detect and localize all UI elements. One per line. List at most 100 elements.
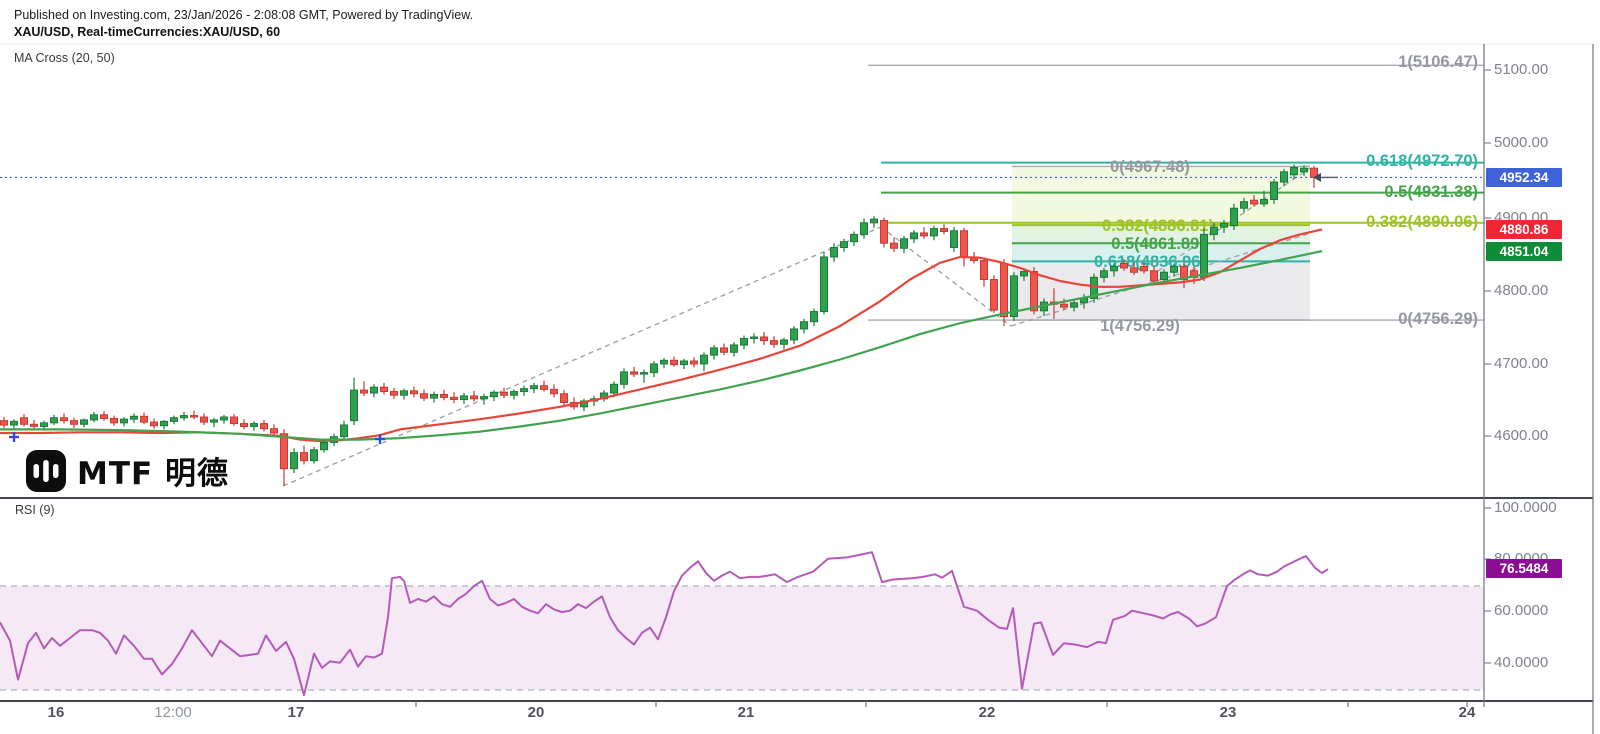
candle-body: [1260, 198, 1268, 205]
candle-body: [230, 416, 238, 425]
candle-body: [620, 371, 628, 385]
candle-body: [290, 452, 298, 470]
candle-body: [1200, 233, 1208, 278]
candle-body: [470, 395, 478, 400]
candle-body: [270, 428, 278, 434]
candle-body: [760, 336, 768, 342]
candle-body: [20, 417, 28, 425]
candle-body: [90, 414, 98, 421]
candle-body: [1110, 265, 1118, 272]
candle-body: [1010, 275, 1018, 318]
candle-body: [950, 230, 958, 249]
rsi-line: [0, 551, 1329, 697]
candle-body: [110, 417, 118, 424]
candle-body: [1130, 267, 1138, 273]
candle-body: [50, 417, 58, 424]
candle-body: [410, 390, 418, 395]
candle-body: [980, 260, 988, 281]
candle-body: [1290, 166, 1298, 176]
fib-zone: [1012, 166, 1310, 226]
candle-body: [1070, 302, 1078, 308]
candle-body: [240, 423, 248, 427]
candle-body: [1280, 171, 1288, 183]
candle-body: [640, 372, 648, 375]
candle-body: [490, 391, 498, 398]
candle-body: [930, 228, 938, 237]
candle-body: [1000, 263, 1008, 318]
fib2-level-100-label: 1(4756.29): [1100, 317, 1180, 335]
candle-body: [250, 423, 258, 427]
last-price-arrow: [1313, 172, 1321, 182]
candle-body: [420, 393, 428, 399]
candle-body: [280, 433, 288, 470]
candle-body: [370, 386, 378, 394]
candle-body: [70, 420, 78, 425]
candle-body: [60, 417, 68, 422]
candle-body: [350, 389, 358, 422]
candle-body: [730, 344, 738, 353]
candle-body: [670, 359, 678, 366]
candle-body: [80, 419, 88, 425]
candle-body: [690, 360, 698, 365]
candle-body: [910, 232, 918, 240]
candle-body: [900, 238, 908, 249]
candle-body: [400, 390, 408, 396]
candle-body: [880, 220, 888, 244]
candle-body: [540, 385, 548, 390]
candle-body: [340, 424, 348, 438]
candle-body: [560, 393, 568, 403]
candle-body: [530, 385, 538, 390]
trendline: [1010, 233, 1309, 327]
candle-body: [720, 347, 728, 353]
candle-body: [770, 340, 778, 345]
candle-body: [1220, 223, 1228, 228]
candle-body: [820, 256, 828, 313]
candle-body: [1270, 181, 1278, 200]
candle-body: [1300, 167, 1308, 173]
fib-zone: [1012, 225, 1310, 244]
candle-body: [630, 371, 638, 375]
candle-body: [790, 328, 798, 341]
candle-body: [500, 391, 508, 396]
candle-body: [200, 416, 208, 423]
candle-body: [870, 218, 878, 224]
candle-body: [1060, 303, 1068, 308]
candle-body: [300, 452, 308, 462]
candle-body: [860, 222, 868, 235]
candle-body: [550, 388, 558, 395]
candle-body: [40, 422, 48, 427]
candle-body: [260, 423, 268, 430]
fib2-level-382-label: 0.382(4886.81): [1102, 217, 1214, 235]
fib2-level-50-label: 0.5(4861.89): [1111, 235, 1205, 253]
candle-body: [150, 421, 158, 427]
series-layer: [0, 164, 1484, 697]
candle-body: [320, 441, 328, 451]
ma50-line: [0, 250, 1323, 441]
candle-body: [430, 393, 438, 399]
candle-body: [1020, 271, 1028, 277]
candle-body: [100, 414, 108, 419]
candle-body: [1150, 270, 1158, 282]
candle-body: [190, 415, 198, 418]
candle-body: [1240, 201, 1248, 209]
candle-body: [830, 247, 838, 258]
candle-body: [140, 415, 148, 423]
candle-body: [450, 396, 458, 401]
candle-body: [220, 416, 228, 421]
candle-body: [1170, 265, 1178, 273]
candle-body: [780, 339, 788, 345]
candle-body: [390, 391, 398, 396]
candle-body: [1250, 199, 1258, 205]
candle-body: [210, 419, 218, 423]
candle-body: [310, 449, 318, 462]
candle-body: [0, 420, 8, 426]
candle-body: [1140, 265, 1148, 272]
candle-body: [920, 232, 928, 237]
fib2-level-0-label: 0(4967.48): [1110, 158, 1190, 176]
candle-body: [700, 354, 708, 365]
candle-body: [1120, 263, 1128, 269]
candle-body: [170, 417, 178, 422]
candle-body: [960, 230, 968, 258]
